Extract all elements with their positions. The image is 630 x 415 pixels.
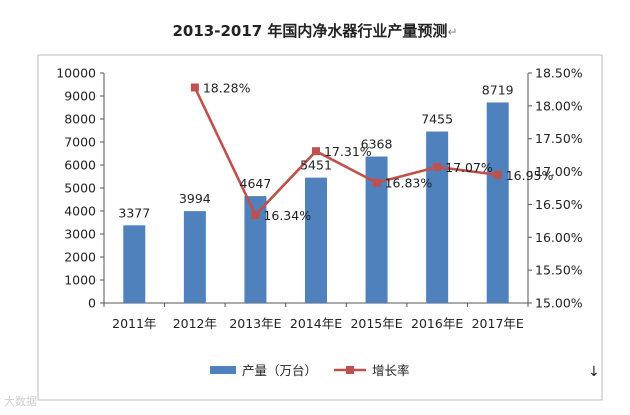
left-axis-tick-label: 9000 [64,89,96,104]
growth-rate-data-label: 17.31% [324,144,372,159]
chart-title: 2013-2017 年国内净水器行业产量预测↵ [0,20,630,41]
bar [305,177,327,303]
corner-arrow-icon: ↓ [588,364,600,380]
chart-title-text: 2013-2017 年国内净水器行业产量预测 [172,22,448,40]
left-axis-tick-label: 6000 [64,158,96,173]
bar [123,225,146,303]
right-axis-tick-label: 15.00% [535,296,583,311]
left-axis-tick-label: 10000 [56,66,96,81]
left-axis-tick-label: 2000 [64,250,96,265]
bar-data-label: 7455 [421,112,453,127]
x-axis-tick-label: 2017年E [472,316,524,331]
bar [183,211,206,303]
bar [365,156,388,303]
x-axis-tick-label: 2012年 [173,316,217,331]
growth-rate-marker [251,210,260,219]
x-axis-tick-label: 2014年E [290,316,342,331]
bar [486,102,509,303]
return-mark-icon: ↵ [447,25,458,39]
x-axis-tick-label: 2015年E [350,316,402,331]
right-axis-tick-label: 16.00% [535,230,583,245]
bar-data-label: 5451 [300,158,332,173]
legend-swatch-output [210,366,236,374]
growth-rate-data-label: 16.34% [263,208,311,223]
right-axis-tick-label: 15.50% [535,263,583,278]
watermark-text: 大数据 [4,395,37,408]
bar-data-label: 3377 [118,205,150,220]
growth-rate-marker [190,83,199,92]
growth-rate-data-label: 16.83% [385,176,433,191]
left-axis-tick-label: 1000 [64,273,96,288]
chart-frame [37,54,603,401]
right-axis-tick-label: 18.50% [535,66,583,81]
left-axis-tick-label: 8000 [64,112,96,127]
growth-rate-marker [312,147,320,156]
legend-label-output: 产量（万台） [242,363,317,378]
bar-data-label: 8719 [482,82,514,97]
x-axis-tick-label: 2016年E [411,316,463,331]
growth-rate-marker [372,178,381,187]
bar [244,196,267,303]
right-axis-tick-label: 17.00% [535,164,583,179]
left-axis-tick-label: 4000 [64,204,96,219]
right-axis-tick-label: 16.50% [535,197,583,212]
bar-data-label: 4647 [240,176,272,191]
left-axis-tick-label: 3000 [64,227,96,242]
growth-rate-data-label: 18.28% [203,80,251,95]
right-axis-tick-label: 18.00% [535,98,583,113]
bar [426,131,449,303]
left-axis-tick-label: 5000 [64,181,96,196]
x-axis-tick-label: 2013年E [229,316,281,331]
legend-swatch-growth-marker [346,366,354,374]
growth-rate-data-label: 16.95% [506,168,554,183]
growth-rate-marker [433,162,442,171]
left-axis-tick-label: 7000 [64,135,96,150]
growth-rate-marker [493,170,502,179]
x-axis-tick-label: 2011年 [112,316,156,331]
growth-rate-data-label: 17.07% [445,160,493,175]
right-axis-tick-label: 17.50% [535,131,583,146]
growth-rate-line [193,86,498,217]
left-axis-tick-label: 0 [88,296,96,311]
legend-label-growth: 增长率 [372,363,410,378]
bar-data-label: 6368 [361,137,393,152]
bar-data-label: 3994 [179,191,211,206]
